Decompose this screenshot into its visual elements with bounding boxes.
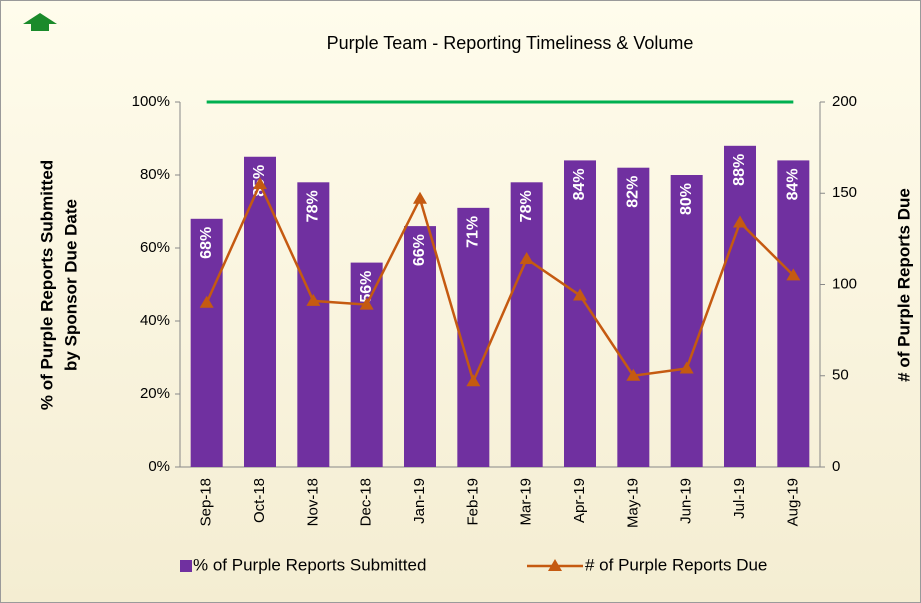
legend-label: # of Purple Reports Due: [585, 555, 767, 574]
marker: [199, 295, 214, 308]
bar: [777, 160, 810, 467]
y2-tick-label: 100: [832, 275, 857, 292]
y-axis-title: by Sponsor Due Date: [61, 199, 80, 371]
x-tick-label: Sep-18: [198, 478, 215, 526]
bar: [350, 262, 383, 467]
x-tick-label: Apr-19: [571, 478, 588, 523]
marker: [519, 251, 534, 264]
x-tick-label: Mar-19: [518, 478, 535, 526]
y2-tick-label: 50: [832, 367, 849, 384]
x-tick-label: Jul-19: [731, 478, 748, 519]
marker: [679, 361, 694, 374]
x-tick-label: Aug-19: [784, 478, 801, 526]
legend-swatch: [180, 560, 192, 572]
x-tick-label: Nov-18: [304, 478, 321, 526]
bar: [617, 167, 650, 467]
data-label: 68%: [198, 227, 215, 259]
data-label: 66%: [411, 234, 428, 266]
bar: [297, 182, 330, 468]
y-tick-label: 0%: [148, 458, 170, 475]
data-label: 56%: [358, 271, 375, 303]
x-tick-label: Jun-19: [678, 478, 695, 524]
y2-tick-label: 200: [832, 93, 857, 110]
marker: [306, 293, 321, 306]
x-tick-label: May-19: [624, 478, 641, 528]
y-tick-label: 60%: [140, 239, 170, 256]
bar: [244, 156, 276, 467]
bar: [190, 218, 223, 467]
y-tick-label: 40%: [140, 312, 170, 329]
data-label: 84%: [571, 168, 588, 200]
data-label: 78%: [518, 190, 535, 222]
home-icon[interactable]: [23, 13, 57, 31]
marker: [466, 374, 481, 387]
y2-tick-label: 150: [832, 184, 857, 201]
x-tick-label: Jan-19: [411, 478, 428, 524]
line: [205, 181, 795, 385]
y2-tick-label: 0: [832, 458, 840, 475]
marker: [573, 288, 587, 301]
legend-label: % of Purple Reports Submitted: [193, 555, 426, 574]
data-label: 71%: [465, 216, 482, 248]
data-label: 80%: [678, 183, 695, 215]
x-tick-label: Oct-18: [251, 478, 268, 523]
bar: [670, 175, 703, 467]
marker: [626, 368, 641, 381]
x-tick-label: Dec-18: [358, 478, 375, 526]
data-label: 78%: [305, 190, 322, 222]
y-axis-title: % of Purple Reports Submitted: [37, 160, 56, 410]
y-tick-label: 20%: [140, 385, 170, 402]
y-tick-label: 80%: [140, 166, 170, 183]
marker: [253, 177, 267, 190]
bar: [404, 226, 436, 467]
data-label: 84%: [785, 168, 802, 200]
bar: [510, 182, 543, 468]
data-label: 88%: [731, 154, 748, 186]
y-tick-label: 100%: [132, 93, 170, 110]
bar: [724, 145, 756, 468]
legend-marker: [548, 559, 562, 571]
marker: [786, 268, 801, 281]
bar: [457, 207, 490, 467]
marker: [413, 191, 427, 204]
y2-axis-title: # of Purple Reports Due: [894, 188, 913, 382]
chart-title: Purple Team - Reporting Timeliness & Vol…: [327, 33, 694, 53]
data-label: 82%: [625, 176, 642, 208]
marker: [359, 297, 374, 310]
x-tick-label: Feb-19: [464, 478, 481, 526]
marker: [733, 215, 747, 228]
